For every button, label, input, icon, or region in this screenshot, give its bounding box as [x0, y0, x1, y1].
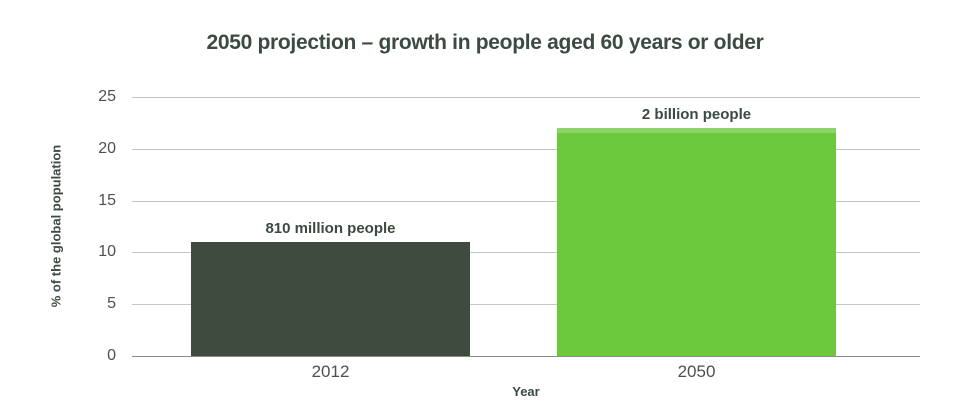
x-axis-label: Year	[512, 384, 540, 399]
plot-area: 810 million people 2012 2 billion people 20…	[132, 97, 920, 381]
y-tick-label: 0	[107, 347, 116, 364]
chart-title: 2050 projection – growth in people aged …	[206, 31, 764, 54]
x-axis-line	[132, 356, 920, 357]
x-tick-label: 2012	[311, 362, 350, 381]
gridline	[132, 97, 920, 98]
gridline	[132, 201, 920, 202]
gridline	[132, 149, 920, 150]
x-tick-label: 2050	[677, 362, 716, 381]
bar-value-label: 2 billion people	[641, 106, 752, 123]
y-tick-label: 10	[98, 243, 116, 260]
y-tick-label: 20	[98, 140, 116, 157]
gridline	[132, 304, 920, 305]
y-axis-ticks: 0 5 10 15 20 25	[70, 88, 120, 364]
y-tick-label: 25	[98, 88, 116, 105]
bar-2012	[191, 242, 470, 356]
y-axis-label: % of the global population	[48, 144, 64, 308]
y-tick-label: 5	[107, 295, 116, 312]
bar-2050	[557, 128, 836, 356]
gridline	[132, 252, 920, 253]
bar-value-label: 810 million people	[265, 220, 396, 237]
y-tick-label: 15	[98, 192, 116, 209]
